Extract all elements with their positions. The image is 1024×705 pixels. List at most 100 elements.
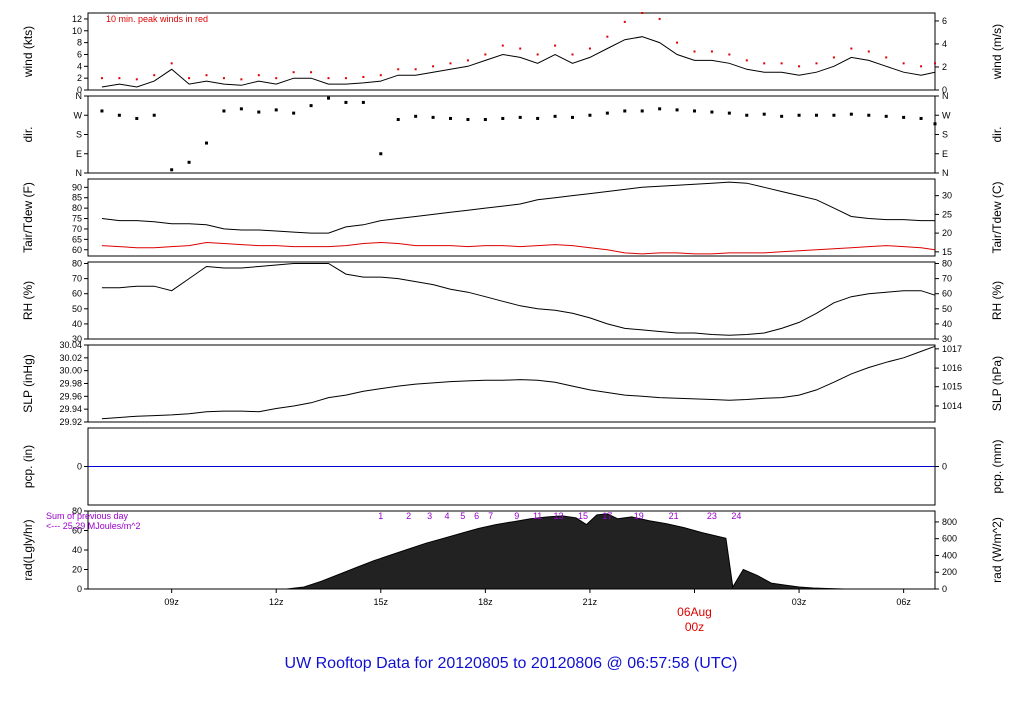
peak-wind-point [850, 47, 853, 50]
direction-point [588, 113, 592, 117]
tick-label-left: 30.02 [59, 353, 82, 363]
y-axis-label-left: SLP (inHg) [21, 354, 35, 412]
tick-label-right: 50 [942, 304, 952, 314]
peak-wind-point [240, 78, 243, 81]
peak-wind-point [153, 74, 156, 77]
tick-label-right: 4 [942, 39, 947, 49]
tick-label-left: 80 [72, 259, 82, 269]
tick-label-left: S [76, 130, 82, 140]
panel-dir: dir. dir.N NE ES SW WN N [21, 91, 1004, 178]
direction-point [117, 113, 121, 117]
peak-wind-point [257, 74, 260, 77]
direction-point [466, 118, 470, 122]
tick-label-left: 70 [72, 224, 82, 234]
peak-wind-point [449, 62, 452, 65]
x-tick-label: 15z [374, 597, 389, 607]
tick-label-left: 85 [72, 193, 82, 203]
tick-label-left: 40 [72, 545, 82, 555]
panel-pcp: pcp. (in) pcp. (mm) 0 0 [21, 427, 1004, 506]
page-title: UW Rooftop Data for 20120805 to 20120806… [285, 655, 738, 672]
tick-label-left: 4 [77, 61, 82, 71]
direction-point [640, 109, 644, 113]
y-axis-label-right: rad (W/m^2) [990, 517, 1004, 583]
time-axis: 09z 12z 15z 18z 21z 03z 06z [164, 589, 911, 607]
tick-label-left: 70 [72, 274, 82, 284]
hour-mark-label: 19 [634, 511, 644, 521]
tick-label-right: 30 [942, 191, 952, 201]
tick-label-right: 800 [942, 517, 957, 527]
peak-wind-point [676, 41, 679, 44]
tick-label-left: 30.04 [59, 340, 82, 350]
tick-label-right: 30 [942, 334, 952, 344]
panel-frame [87, 95, 936, 174]
direction-point [570, 115, 574, 119]
peak-wind-point [693, 50, 696, 53]
direction-point [257, 110, 261, 114]
tick-label-left: E [76, 149, 82, 159]
panel-slp: SLP (inHg) SLP (hPa) 29.92 29.94 29.96 29.98 3… [21, 340, 1004, 427]
direction-point [797, 113, 801, 117]
peak-wind-point [536, 53, 539, 56]
y-axis-label-right: SLP (hPa) [990, 356, 1004, 411]
direction-point [483, 118, 487, 122]
tick-label-left: 80 [72, 203, 82, 213]
peak-wind-point [222, 77, 225, 80]
peak-wind-point [484, 53, 487, 56]
direction-point [152, 113, 156, 117]
tick-label-left: 29.96 [59, 391, 82, 401]
peak-wind-point [275, 77, 278, 80]
direction-point [396, 118, 400, 122]
direction-point [205, 141, 209, 145]
tick-label-right: 1017 [942, 344, 962, 354]
hour-mark-label: 11 [533, 511, 542, 521]
hour-mark-label: 5 [460, 511, 465, 521]
direction-point [135, 116, 139, 120]
direction-point [727, 111, 731, 115]
tick-label-left: 6 [77, 49, 82, 59]
hour-mark-label: 13 [554, 511, 564, 521]
direction-point [710, 110, 714, 114]
hour-mark-label: 15 [578, 511, 588, 521]
series-line-wind [101, 36, 936, 88]
tick-label-right: 20 [942, 228, 952, 238]
radiation-area [286, 513, 845, 590]
x-tick-label: 03z [792, 597, 807, 607]
tick-label-left: 2 [77, 73, 82, 83]
peak-wind-point [379, 74, 382, 77]
hour-mark-label: 1 [378, 511, 383, 521]
tick-label-left: 0 [77, 85, 82, 95]
tick-label-left: 50 [72, 304, 82, 314]
tick-label-right: S [942, 130, 948, 140]
direction-point [309, 104, 313, 108]
peak-wind-point [344, 77, 347, 80]
peak-wind-point [310, 71, 313, 74]
direction-point [274, 108, 278, 112]
direction-point [239, 107, 243, 111]
tick-label-left: 20 [72, 565, 82, 575]
peak-wind-point [885, 56, 888, 59]
direction-point [414, 114, 418, 118]
y-axis-label-right: Tair/Tdew (C) [990, 181, 1004, 253]
hour-mark-label: 24 [731, 511, 741, 521]
direction-point [187, 160, 191, 164]
tick-label-left: 40 [72, 319, 82, 329]
tick-label-right: 400 [942, 550, 957, 560]
tick-label-right: 0 [942, 584, 947, 594]
radiation-note: <--- 25.29 MJoules/m^2 [46, 521, 141, 531]
panel-frame [87, 344, 936, 423]
peak-wind-point [763, 62, 766, 65]
direction-point [745, 113, 749, 117]
hour-mark-label: 21 [669, 511, 679, 521]
tick-label-left: 8 [77, 38, 82, 48]
tick-label-left: 0 [77, 584, 82, 594]
tick-label-right: 1014 [942, 401, 962, 411]
hour-mark-label: 23 [707, 511, 717, 521]
direction-point [170, 168, 174, 172]
peak-wind-point [815, 62, 818, 65]
direction-point [780, 114, 784, 118]
peak-wind-point [623, 20, 626, 23]
direction-point [292, 111, 296, 115]
